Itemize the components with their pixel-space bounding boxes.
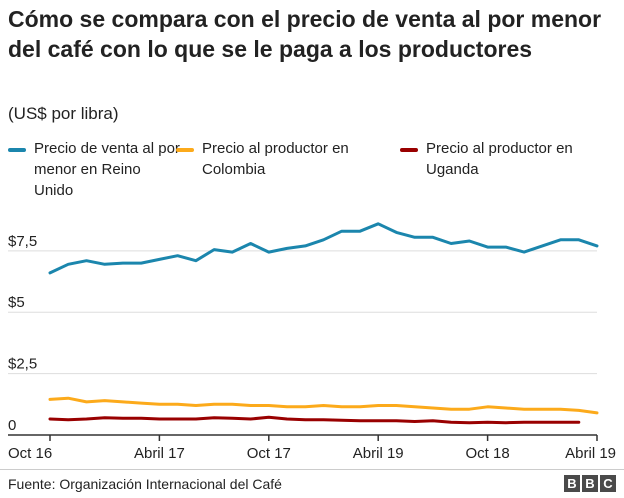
series-line-1 [48, 222, 599, 275]
bbc-logo-letter-2: B [582, 475, 598, 492]
bbc-logo-letter-1: B [564, 475, 580, 492]
chart-subtitle: (US$ por libra) [8, 104, 119, 123]
y-tick-label: $2,5 [8, 356, 37, 373]
y-tick-label: $7,5 [8, 233, 37, 250]
x-tick-label: Oct 16 [8, 445, 52, 462]
legend-swatch-colombia [176, 148, 194, 152]
x-tick-label: Abril 17 [134, 445, 185, 462]
x-tick-label: Abril 19 [353, 445, 404, 462]
y-tick-label: $5 [8, 294, 25, 311]
legend-label-uganda: Precio al productor en Uganda [426, 140, 573, 178]
legend-item-colombia: Precio al productor en Colombia [176, 138, 382, 180]
legend-label-uk-retail: Precio de venta al por menor en Reino Un… [34, 140, 180, 199]
x-tick-label: Oct 17 [247, 445, 291, 462]
source-note: Fuente: Organización Internacional del C… [8, 476, 282, 492]
y-tick-label: 0 [8, 417, 16, 434]
legend-label-colombia: Precio al productor en Colombia [202, 140, 349, 178]
series-line-2 [48, 396, 599, 415]
legend-swatch-uganda [400, 148, 418, 152]
bbc-logo: B B C [564, 475, 616, 492]
legend-item-uganda: Precio al productor en Uganda [400, 138, 606, 180]
legend-swatch-uk-retail [8, 148, 26, 152]
bbc-logo-letter-3: C [600, 475, 616, 492]
legend-item-uk-retail: Precio de venta al por menor en Reino Un… [8, 138, 184, 201]
x-tick-label: Abril 19 [565, 445, 616, 462]
x-tick-label: Oct 18 [466, 445, 510, 462]
chart-title: Cómo se compara con el precio de venta a… [8, 6, 602, 62]
chart-legend: Precio de venta al por menor en Reino Un… [0, 138, 624, 208]
series-line-3 [48, 415, 581, 425]
line-chart: $7,5 $5 $2,5 0 Oct 16 Abril 17 Oct 17 Abril 19 O… [8, 222, 616, 462]
footer-divider [0, 469, 624, 470]
